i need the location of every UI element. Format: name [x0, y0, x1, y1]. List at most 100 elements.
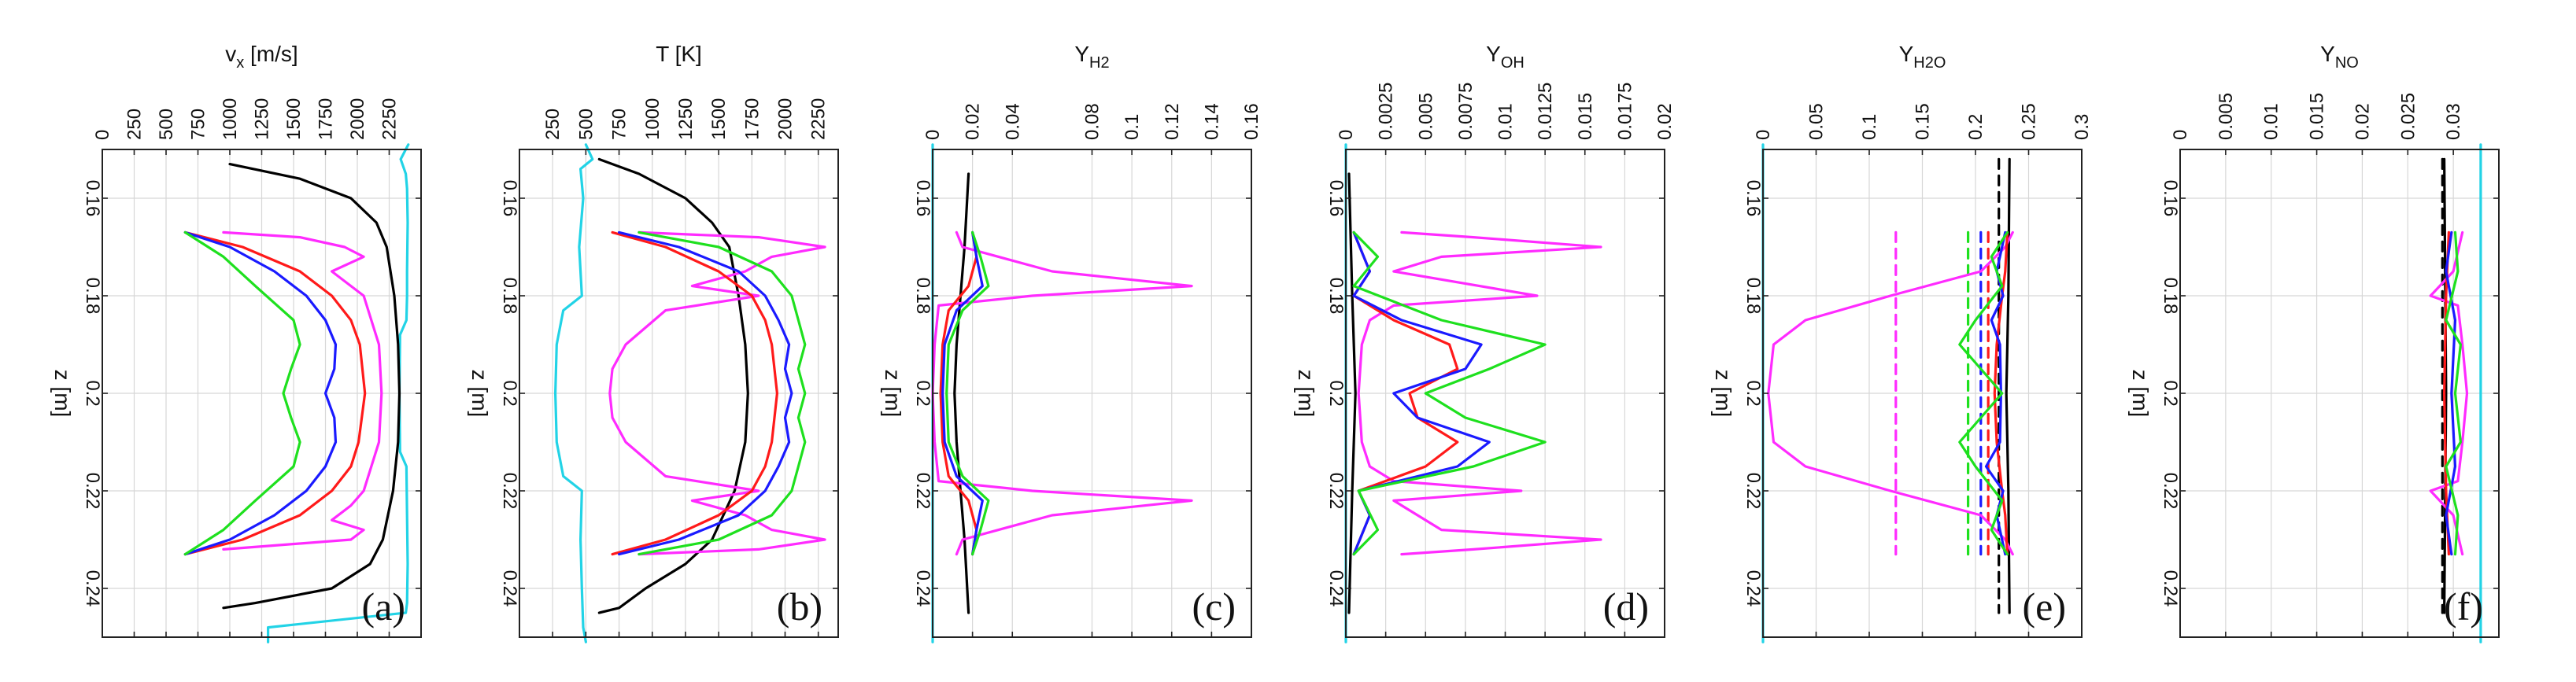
x-tick-label: 0.015: [2307, 93, 2328, 140]
z-axis-label: z [m]: [2128, 370, 2153, 418]
panel-label: (e): [2023, 584, 2067, 629]
z-tick-label: 0.18: [499, 278, 520, 315]
series-line-magenta: [2429, 230, 2469, 556]
x-tick-label: 1000: [642, 98, 663, 140]
panel-title: YH2: [1074, 42, 1109, 72]
x-tick-label: 750: [609, 109, 630, 140]
x-tick-label: 0.005: [1415, 93, 1436, 140]
panel-title: YOH: [1486, 42, 1525, 72]
series-line-green: [638, 230, 807, 556]
x-tick-label: 0.08: [1082, 103, 1103, 140]
x-tick-label: 0.02: [1654, 103, 1676, 140]
x-tick-label: 0.12: [1162, 103, 1183, 140]
series-line-magenta: [608, 230, 826, 556]
z-tick-label: 0.2: [82, 380, 103, 406]
z-tick-label: 0.2: [1325, 380, 1347, 406]
z-tick-label: 0.16: [2160, 180, 2181, 217]
panel-title-main: v: [225, 42, 236, 66]
x-tick-label: 0.0175: [1614, 83, 1635, 140]
z-tick-label: 0.18: [912, 278, 933, 315]
x-tick-label: 0.15: [1913, 103, 1934, 140]
series-line-blue: [183, 230, 338, 556]
panel-title: T [K]: [656, 42, 702, 66]
x-tick-label: 0.01: [1495, 103, 1517, 140]
series-line-blue: [941, 230, 984, 556]
series-line-magenta: [222, 230, 383, 551]
z-tick-label: 0.24: [1743, 570, 1764, 607]
z-tick-label: 0.16: [499, 180, 520, 217]
x-tick-label: 2000: [347, 98, 368, 140]
x-tick-label: 0.025: [2397, 93, 2419, 140]
z-tick-label: 0.24: [2160, 570, 2181, 607]
x-tick-label: 0.04: [1002, 103, 1023, 140]
z-tick-label: 0.2: [912, 380, 933, 406]
panel-label: (f): [2444, 584, 2483, 629]
z-tick-label: 0.16: [1743, 180, 1764, 217]
panel-title: YH2O: [1899, 42, 1946, 72]
x-tick-label: 0.02: [2352, 103, 2373, 140]
z-axis-label: z [m]: [1294, 370, 1318, 418]
x-tick-label: 250: [542, 109, 564, 140]
x-tick-label: 0.0075: [1455, 83, 1476, 140]
x-tick-label: 1500: [283, 98, 305, 140]
z-tick-label: 0.2: [1743, 380, 1764, 406]
z-tick-label: 0.22: [499, 473, 520, 510]
panel-title-subscript: H2: [1089, 54, 1110, 72]
x-tick-label: 0.01: [2261, 103, 2282, 140]
z-axis-label: z [m]: [881, 370, 905, 418]
x-tick-label: 1250: [252, 98, 273, 140]
x-tick-label: 0: [92, 130, 113, 140]
z-tick-label: 0.18: [1743, 278, 1764, 315]
z-tick-label: 0.16: [1325, 180, 1347, 217]
x-tick-label: 0.3: [2072, 114, 2093, 140]
series-line-red: [611, 230, 778, 556]
x-tick-label: 2000: [775, 98, 796, 140]
x-tick-label: 0.16: [1241, 103, 1262, 140]
x-tick-label: 0.05: [1806, 103, 1828, 140]
panel-1: 0 250 500 750 1000 1250 1500 1750 2000 2250 0.16 0.…: [50, 42, 422, 643]
panel-title-subscript: H2O: [1913, 54, 1946, 72]
x-tick-label: 1750: [741, 98, 763, 140]
x-tick-label: 0.1: [1122, 114, 1143, 140]
x-tick-label: 0.015: [1575, 93, 1596, 140]
panel-6: 0 0.005 0.01 0.015 0.02 0.025 0.03 0.16 0.18 0.2 0…: [2128, 42, 2500, 643]
z-tick-label: 0.2: [499, 380, 520, 406]
x-tick-label: 0.03: [2443, 103, 2464, 140]
panel-label: (c): [1192, 584, 1236, 629]
z-tick-label: 0.24: [912, 570, 933, 607]
series-line-magenta: [1357, 230, 1602, 556]
x-tick-label: 1750: [316, 98, 337, 140]
series-line-green: [183, 230, 301, 556]
panel-title-main: T [K]: [656, 42, 702, 66]
series-line-black: [222, 163, 401, 610]
z-tick-label: 0.22: [912, 473, 933, 510]
panel-4: 0 0.0025 0.005 0.0075 0.01 0.0125 0.015 0.0175 0…: [1294, 42, 1676, 643]
x-tick-label: 0: [922, 130, 944, 140]
panel-title-main: Y: [1486, 42, 1501, 66]
x-tick-label: 2250: [379, 98, 401, 140]
series-line-red: [183, 230, 367, 556]
z-axis-label: z [m]: [468, 370, 492, 418]
series-line-cyan: [554, 143, 594, 643]
z-tick-label: 0.22: [2160, 473, 2181, 510]
panel-label: (b): [777, 584, 822, 629]
x-tick-label: 1500: [708, 98, 730, 140]
panel-3: 0 0.02 0.04 0.08 0.1 0.12 0.14 0.16 0.16 0.18 0.2 0…: [881, 42, 1262, 643]
x-tick-label: 0.0025: [1376, 83, 1397, 140]
series-line-blue: [2445, 230, 2457, 556]
panel-title-subscript: OH: [1501, 54, 1525, 72]
x-tick-label: 750: [188, 109, 209, 140]
z-tick-label: 0.22: [1743, 473, 1764, 510]
x-tick-label: 0.0125: [1535, 83, 1556, 140]
series-line-black: [2005, 157, 2011, 614]
z-tick-label: 0.18: [82, 278, 103, 315]
panel-5: 0 0.05 0.1 0.15 0.2 0.25 0.3 0.16 0.18 0.2 0.22 0.2…: [1711, 42, 2093, 643]
panel-title-subscript: NO: [2335, 54, 2359, 72]
z-tick-label: 0.16: [912, 180, 933, 217]
x-tick-label: 500: [156, 109, 177, 140]
panel-title-subscript: x: [236, 54, 244, 72]
panel-title-main: Y: [1899, 42, 1914, 66]
series-line-black: [1347, 172, 1357, 614]
series-line-green: [2445, 230, 2462, 556]
